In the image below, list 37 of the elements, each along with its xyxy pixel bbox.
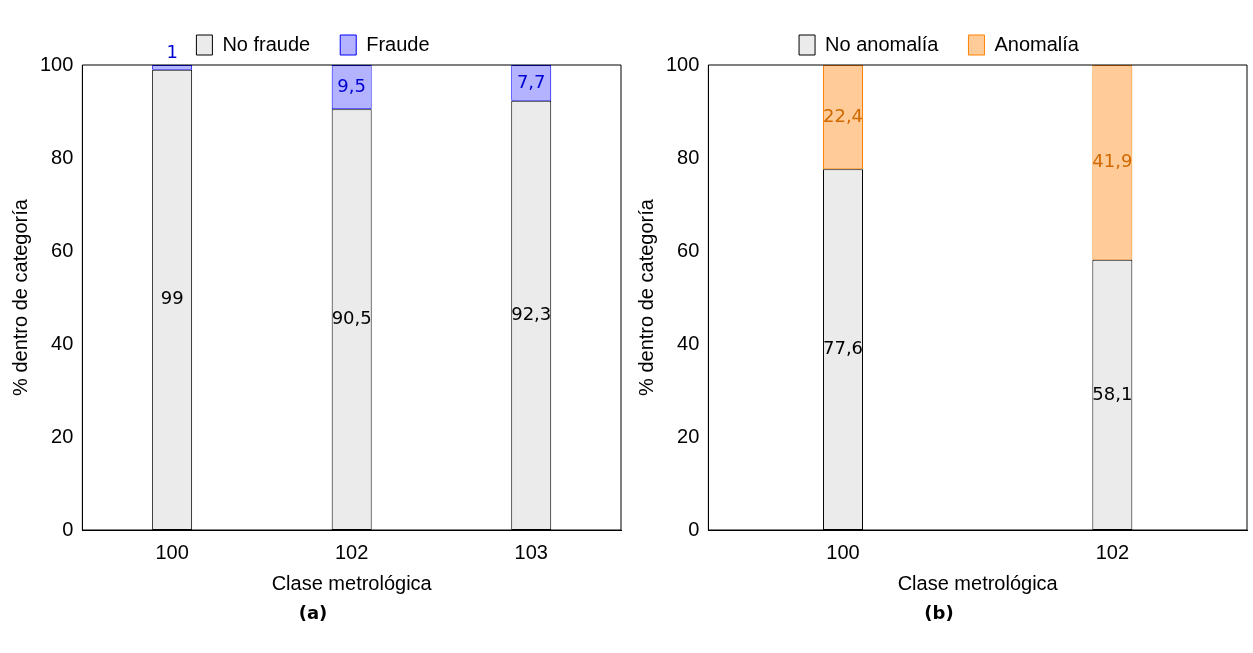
data-label: 58,1 xyxy=(1092,382,1133,404)
data-label: 90,5 xyxy=(331,307,372,329)
y-axis-title: % dentro de categoría xyxy=(8,198,31,396)
data-label: 99 xyxy=(160,287,184,309)
y-tick-label: 20 xyxy=(51,424,74,447)
x-axis-title: Clase metrológica xyxy=(271,571,433,594)
legend-label: Anomalía xyxy=(994,32,1080,55)
y-tick-label: 40 xyxy=(677,331,700,354)
data-label: 1 xyxy=(166,40,178,62)
legend-label: No anomalía xyxy=(825,32,940,55)
x-tick-label: 100 xyxy=(155,540,189,563)
y-tick-label: 60 xyxy=(51,238,74,261)
y-tick-label: 40 xyxy=(51,331,74,354)
legend-label: Fraude xyxy=(366,32,430,55)
y-tick-label: 100 xyxy=(39,52,74,75)
legend-label: No fraude xyxy=(222,32,311,55)
y-tick-label: 80 xyxy=(677,145,700,168)
y-tick-label: 0 xyxy=(688,517,700,540)
y-tick-label: 20 xyxy=(677,424,700,447)
x-tick-label: 103 xyxy=(514,540,548,563)
data-label: 41,9 xyxy=(1092,150,1133,172)
data-label: 92,3 xyxy=(511,303,552,325)
x-tick-label: 102 xyxy=(335,540,369,563)
data-label: 9,5 xyxy=(337,74,366,96)
data-label: 77,6 xyxy=(822,337,864,359)
text: (a) xyxy=(297,602,329,623)
y-tick-label: 0 xyxy=(62,517,74,540)
y-axis-title: % dentro de categoría xyxy=(634,198,657,396)
x-axis-title: Clase metrológica xyxy=(897,571,1059,594)
x-tick-label: 100 xyxy=(826,540,860,563)
y-tick-label: 80 xyxy=(51,145,74,168)
text: (b) xyxy=(923,602,955,623)
x-tick-label: 102 xyxy=(1095,540,1130,563)
data-label: 22,4 xyxy=(822,104,864,126)
y-tick-label: 100 xyxy=(665,52,700,75)
y-tick-label: 60 xyxy=(677,238,700,261)
data-label: 7,7 xyxy=(516,70,546,92)
